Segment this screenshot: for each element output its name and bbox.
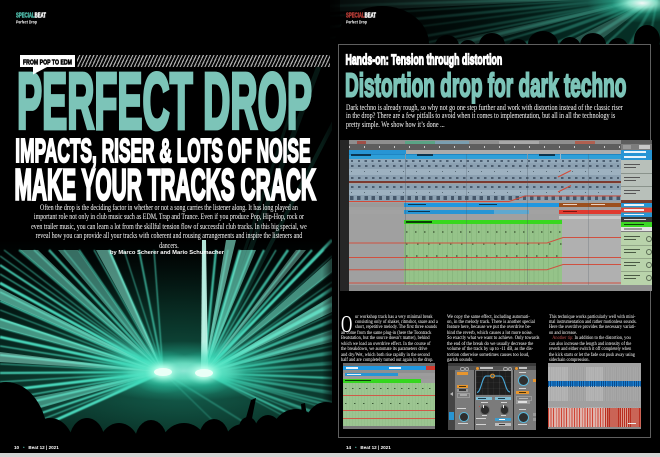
svg-text:FROM POP TO EDM: FROM POP TO EDM: [23, 59, 72, 67]
svg-text:Hands-on: Tension through dist: Hands-on: Tension through distortion: [346, 51, 503, 68]
svg-text:IMPACTS, RISER & LOTS OF NOISE: IMPACTS, RISER & LOTS OF NOISE: [15, 132, 310, 170]
svg-text:Perfect Drop: Perfect Drop: [16, 19, 37, 25]
svg-text:14 • Beat 12 | 2021: 14 • Beat 12 | 2021: [346, 445, 391, 450]
svg-text:Perfect Drop: Perfect Drop: [346, 19, 367, 25]
svg-text:MAKE YOUR TRACKS CRACK: MAKE YOUR TRACKS CRACK: [15, 161, 317, 210]
svg-text:SPECIALBEAT: SPECIALBEAT: [16, 13, 46, 20]
svg-text:SPECIALBEAT: SPECIALBEAT: [346, 13, 376, 20]
svg-text:Distortion drop for dark techn: Distortion drop for dark techno: [345, 67, 626, 104]
svg-text:PERFECT DROP: PERFECT DROP: [17, 57, 312, 147]
svg-text:10 • Beat 12 | 2021: 10 • Beat 12 | 2021: [14, 445, 59, 450]
